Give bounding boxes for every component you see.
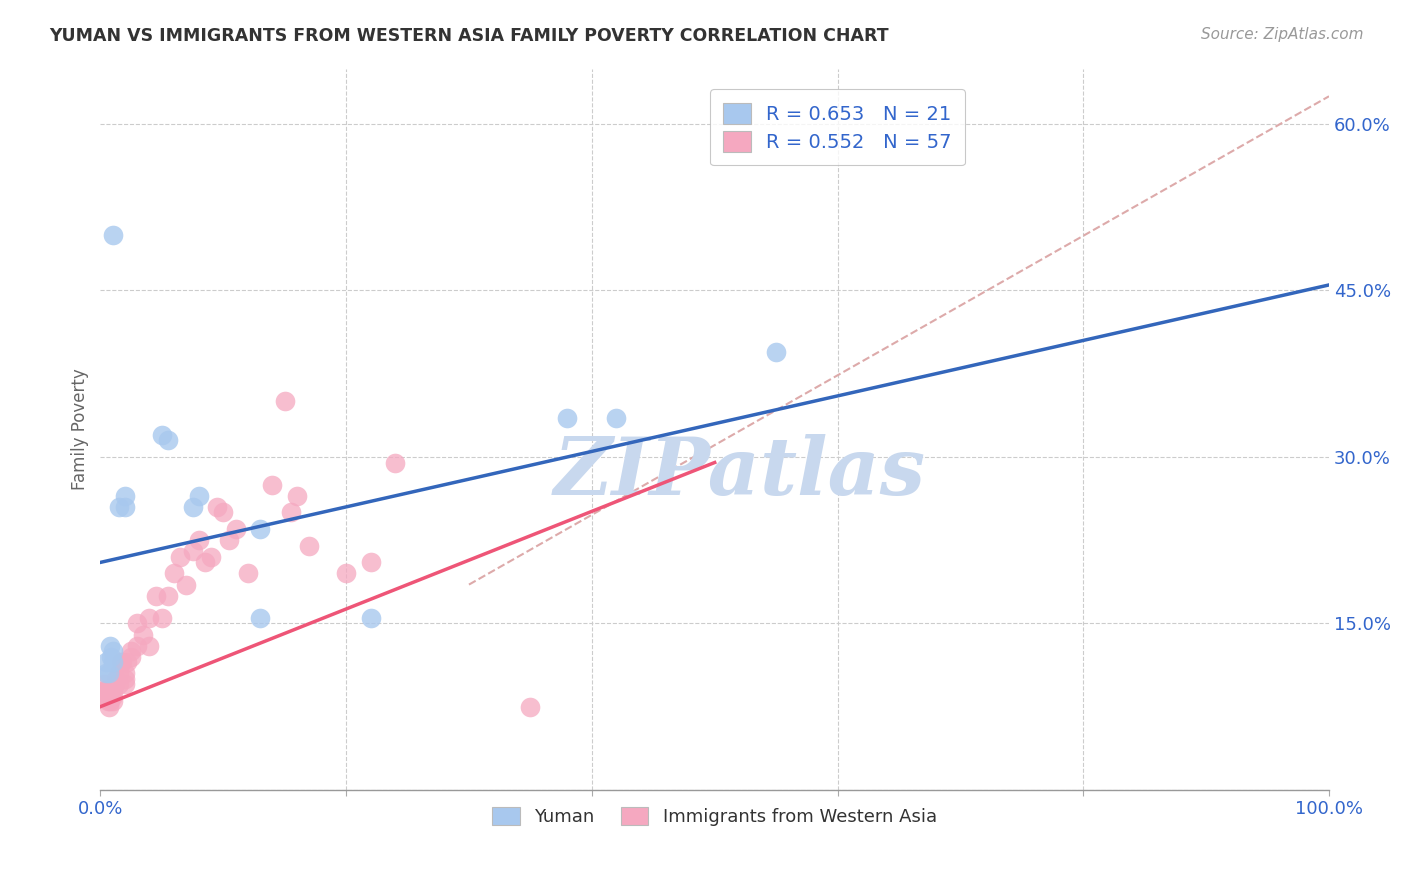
Legend: Yuman, Immigrants from Western Asia: Yuman, Immigrants from Western Asia	[484, 797, 946, 835]
Point	[111, 655, 134, 669]
Point	[97, 694, 120, 708]
Point	[117, 655, 139, 669]
Point	[101, 689, 124, 703]
Point	[97, 666, 120, 681]
Point	[163, 566, 186, 581]
Point	[114, 500, 136, 514]
Point	[555, 411, 578, 425]
Point	[105, 672, 128, 686]
Point	[765, 344, 787, 359]
Point	[273, 394, 295, 409]
Point	[107, 500, 129, 514]
Point	[127, 616, 149, 631]
Point	[97, 683, 120, 698]
Point	[360, 611, 382, 625]
Point	[335, 566, 357, 581]
Point	[114, 489, 136, 503]
Point	[114, 666, 136, 681]
Point	[98, 694, 121, 708]
Point	[100, 689, 122, 703]
Point	[181, 544, 204, 558]
Point	[360, 555, 382, 569]
Point	[98, 639, 121, 653]
Point	[150, 427, 173, 442]
Point	[127, 639, 149, 653]
Point	[205, 500, 228, 514]
Point	[218, 533, 240, 548]
Point	[104, 677, 127, 691]
Point	[169, 549, 191, 564]
Y-axis label: Family Poverty: Family Poverty	[72, 368, 89, 490]
Point	[94, 689, 117, 703]
Point	[97, 683, 120, 698]
Point	[384, 456, 406, 470]
Point	[101, 227, 124, 242]
Point	[114, 677, 136, 691]
Point	[181, 500, 204, 514]
Point	[96, 689, 118, 703]
Point	[262, 477, 284, 491]
Point	[249, 522, 271, 536]
Point	[224, 522, 246, 536]
Point	[93, 677, 115, 691]
Point	[285, 489, 308, 503]
Point	[200, 549, 222, 564]
Point	[97, 699, 120, 714]
Point	[94, 683, 117, 698]
Point	[280, 506, 302, 520]
Point	[110, 655, 132, 669]
Point	[101, 644, 124, 658]
Point	[101, 694, 124, 708]
Point	[249, 611, 271, 625]
Point	[107, 666, 129, 681]
Point	[156, 434, 179, 448]
Point	[187, 533, 209, 548]
Point	[156, 589, 179, 603]
Text: YUMAN VS IMMIGRANTS FROM WESTERN ASIA FAMILY POVERTY CORRELATION CHART: YUMAN VS IMMIGRANTS FROM WESTERN ASIA FA…	[49, 27, 889, 45]
Point	[107, 677, 129, 691]
Point	[132, 627, 155, 641]
Point	[101, 683, 124, 698]
Point	[519, 699, 541, 714]
Point	[187, 489, 209, 503]
Point	[96, 655, 118, 669]
Text: ZIPatlas: ZIPatlas	[553, 434, 925, 511]
Point	[120, 649, 142, 664]
Point	[605, 411, 627, 425]
Point	[98, 683, 121, 698]
Point	[150, 611, 173, 625]
Point	[145, 589, 167, 603]
Point	[212, 506, 235, 520]
Point	[176, 577, 198, 591]
Point	[236, 566, 259, 581]
Point	[96, 666, 118, 681]
Point	[100, 683, 122, 698]
Point	[101, 655, 124, 669]
Point	[138, 611, 160, 625]
Point	[120, 644, 142, 658]
Point	[114, 672, 136, 686]
Point	[298, 539, 321, 553]
Point	[194, 555, 217, 569]
Point	[100, 649, 122, 664]
Point	[138, 639, 160, 653]
Point	[96, 683, 118, 698]
Text: Source: ZipAtlas.com: Source: ZipAtlas.com	[1201, 27, 1364, 42]
